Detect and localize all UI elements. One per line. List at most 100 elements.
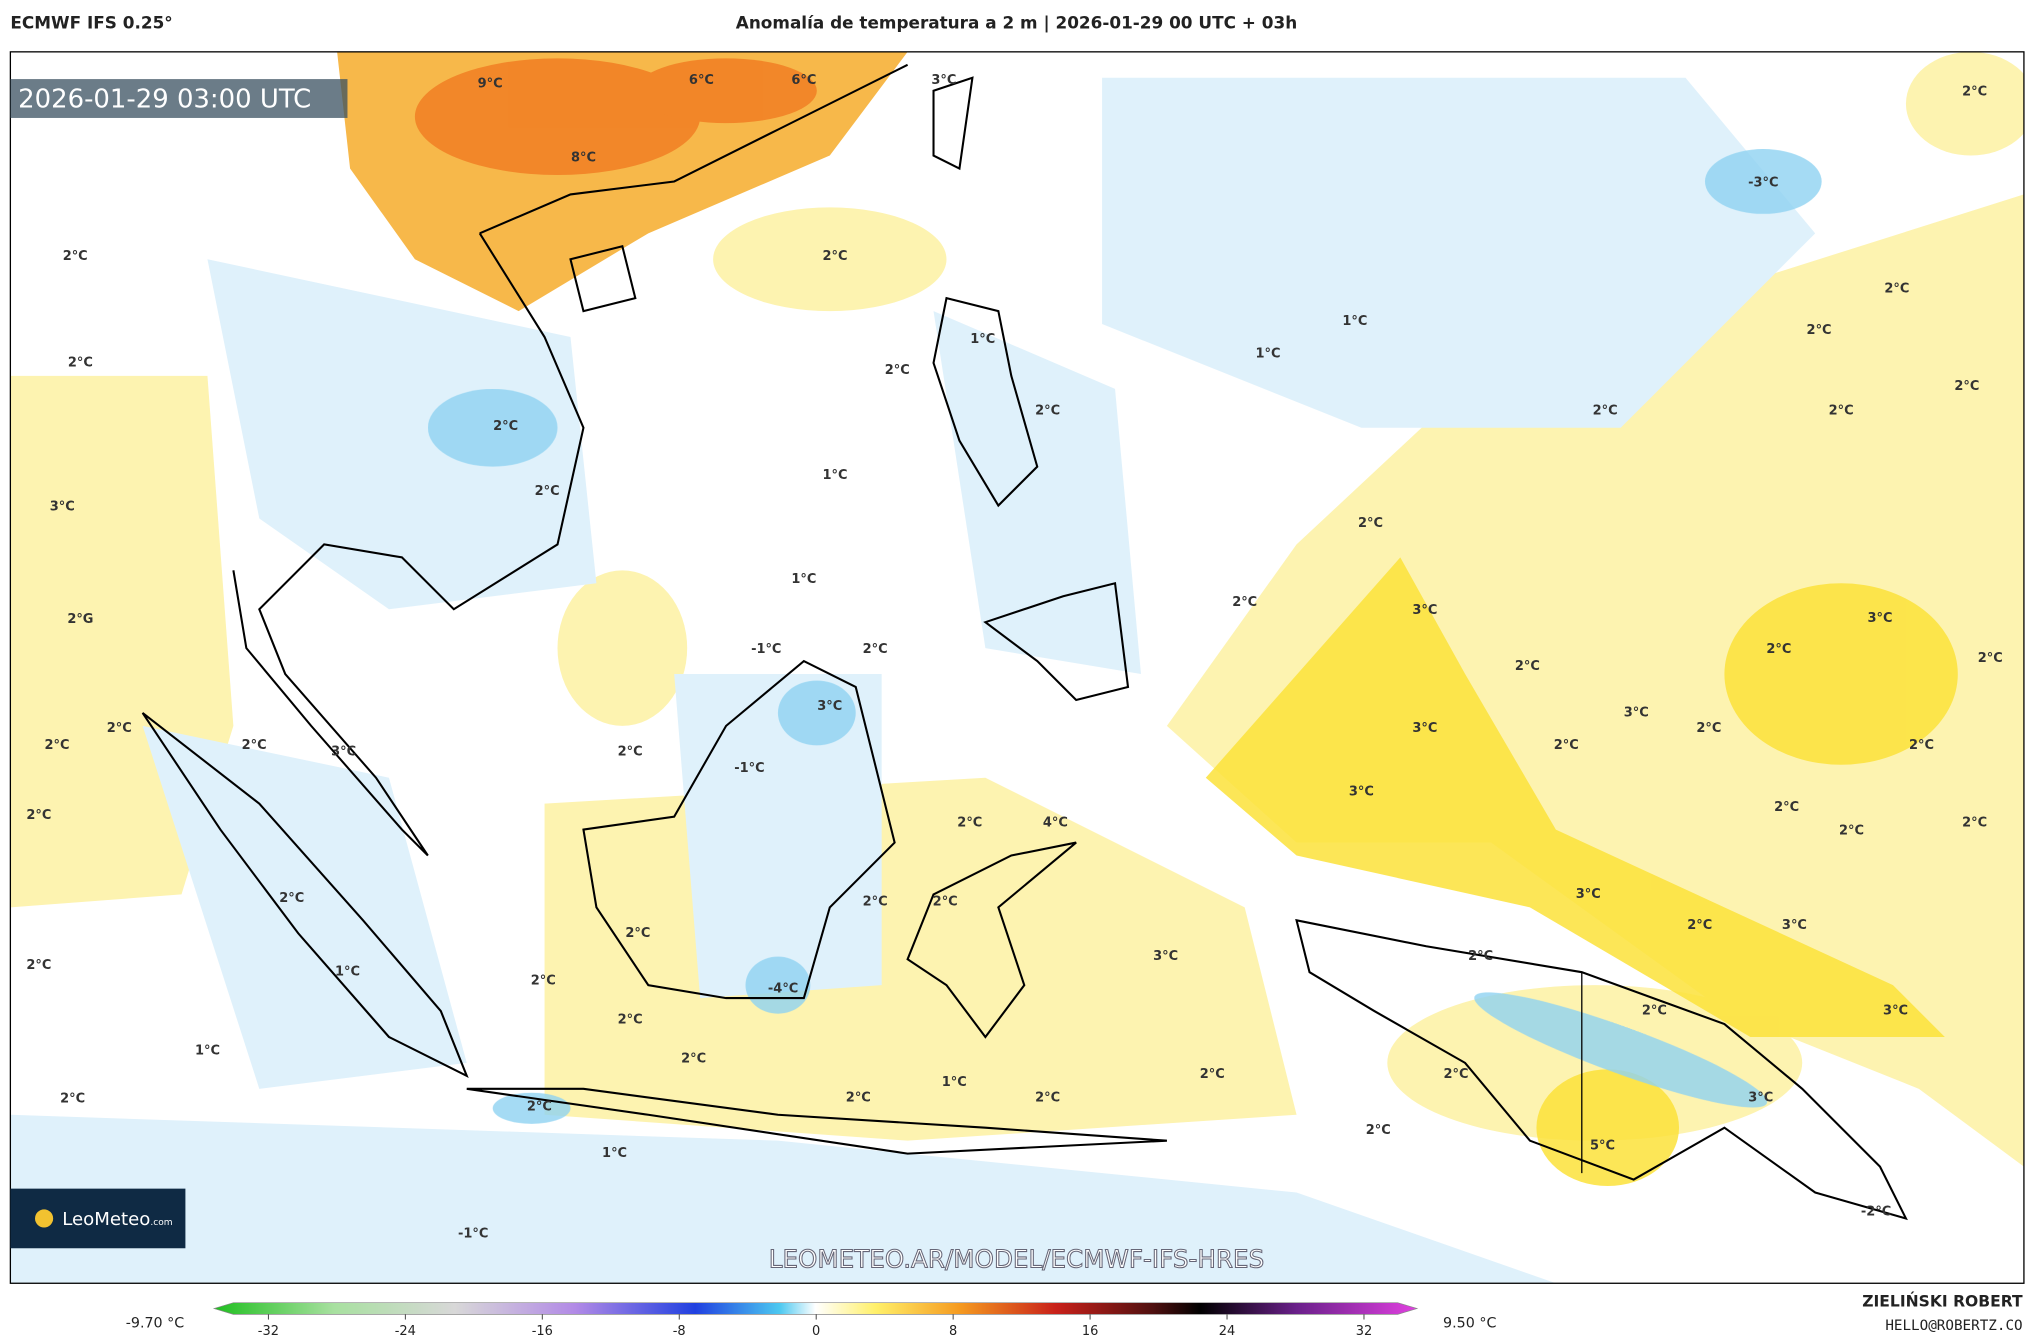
watermark: LEOMETEO.AR/MODEL/ECMWF-IFS-HRES (769, 1245, 1264, 1274)
contour-label: 2°C (1687, 918, 1712, 933)
contour-label: 1°C (822, 468, 847, 483)
contour-label: 3°C (1883, 1004, 1908, 1019)
contour-label: 2°C (1884, 282, 1909, 297)
contour-label: 2°C (60, 1092, 85, 1107)
colorbar-tick-label: 32 (1356, 1324, 1372, 1339)
contour-label: 2°C (933, 895, 958, 910)
contour-label: 3°C (817, 699, 842, 714)
contour-label: 2°C (26, 808, 51, 823)
contour-label: 2°C (1468, 949, 1493, 964)
contour-label: 1°C (942, 1075, 967, 1090)
cold-areas (427, 149, 1822, 1124)
contour-label: 2°C (1766, 642, 1791, 657)
contour-label: 2°C (625, 926, 650, 941)
contour-label: 2°C (681, 1052, 706, 1067)
contour-label: 2°C (1232, 595, 1257, 610)
contour-label: 2°C (68, 355, 93, 370)
contour-label: 8°C (571, 151, 596, 166)
contour-label: 4°C (1043, 816, 1068, 831)
contour-label: 2°C (618, 744, 643, 759)
author: ZIELIŃSKI ROBERT (1862, 1292, 2023, 1311)
contour-label: 2°C (1954, 379, 1979, 394)
contour-label: 3°C (1576, 887, 1601, 902)
contour-label: -2°C (1861, 1204, 1891, 1219)
contour-label: -4°C (768, 982, 798, 997)
contour-label: 2°C (1358, 516, 1383, 531)
colorbar-tick-label: -24 (395, 1324, 416, 1339)
colorbar-ticks: -32 -24 -16 -8 0 8 16 24 32 (258, 1314, 1372, 1339)
contour-label: 2°C (1593, 403, 1618, 418)
contour-label: 2°C (107, 721, 132, 736)
contour-label: 2°C (822, 249, 847, 264)
logo: LeoMeteo.com (62, 1209, 173, 1230)
contour-label: 3°C (931, 73, 956, 88)
contour-label: -1°C (734, 761, 764, 776)
cool-areas (10, 77, 1816, 1284)
colorbar-min: -9.70 °C (126, 1315, 185, 1331)
contour-label: 3°C (1412, 721, 1437, 736)
logo-text: LeoMeteo (62, 1209, 150, 1230)
contour-labels: 9°C 6°C 6°C 3°C 8°C 2°C -3°C 2°C 2°C 1°C 2°C 1°C 2°C… (26, 73, 2002, 1242)
contour-label: 2°C (1839, 823, 1864, 838)
contour-label: 2°C (26, 958, 51, 973)
contour-label: 3°C (331, 744, 356, 759)
contour-label: 2°C (1515, 659, 1540, 674)
contour-label: 2°C (1978, 651, 2003, 666)
colorbar-tick-label: 24 (1219, 1324, 1235, 1339)
warmer-areas (1205, 557, 1958, 1187)
contour-label: 2°C (527, 1099, 552, 1114)
colorbar-max: 9.50 °C (1443, 1315, 1496, 1331)
contour-label: 2°C (846, 1090, 871, 1105)
contour-label: 1°C (970, 332, 995, 347)
contour-label: 2°C (1829, 403, 1854, 418)
contour-label: 3°C (1412, 603, 1437, 618)
contour-label: 2°C (535, 484, 560, 499)
contour-label: 2°C (1444, 1067, 1469, 1082)
contour-label: 1°C (602, 1146, 627, 1161)
logo-suffix: .com (150, 1218, 172, 1228)
colorbar-tick-label: -16 (532, 1324, 553, 1339)
contour-label: 2°C (618, 1013, 643, 1028)
map (10, 51, 2024, 1284)
contour-label: 2°C (885, 363, 910, 378)
colorbar-tick-label: 0 (812, 1324, 820, 1339)
model-name: ECMWF IFS 0.25° (10, 13, 172, 33)
contour-label: 2°C (1642, 1004, 1667, 1019)
colorbar-tick-label: 8 (949, 1324, 957, 1339)
contour-label: 1°C (1342, 314, 1367, 329)
contour-label: 2°C (863, 895, 888, 910)
email: HELLO@ROBERTZ.CO (1885, 1318, 2022, 1334)
contour-label: 3°C (50, 499, 75, 514)
map-frame (9, 51, 2025, 1284)
contour-label: 1°C (335, 965, 360, 980)
contour-label: 2°C (1696, 721, 1721, 736)
timestamp-box (10, 79, 348, 118)
contour-label: 2°C (863, 642, 888, 657)
contour-label: 1°C (791, 572, 816, 587)
contour-label: 2°C (45, 738, 70, 753)
contour-label: 2°C (1909, 738, 1934, 753)
contour-label: 2°C (242, 738, 267, 753)
contour-label: 3°C (1782, 918, 1807, 933)
hottest-areas (414, 58, 817, 175)
contour-label: 3°C (1153, 949, 1178, 964)
contour-label: -3°C (1748, 175, 1778, 190)
contour-label: 3°C (1624, 705, 1649, 720)
contour-label: 2°C (493, 419, 518, 434)
contour-label: 2°C (531, 974, 556, 989)
contour-label: 2°G (67, 612, 93, 627)
colorbar-tick-label: -32 (258, 1324, 279, 1339)
contour-label: 2°C (1774, 800, 1799, 815)
contour-label: 2°C (1962, 85, 1987, 100)
colorbar-tick-label: -8 (673, 1324, 686, 1339)
contour-label: 3°C (1748, 1090, 1773, 1105)
coastlines (141, 63, 1908, 1221)
contour-label: 6°C (791, 73, 816, 88)
contour-label: 2°C (1366, 1123, 1391, 1138)
contour-label: 1°C (1256, 346, 1281, 361)
contour-label: 2°C (957, 816, 982, 831)
logo-icon (35, 1209, 54, 1228)
contour-label: 2°C (1200, 1067, 1225, 1082)
